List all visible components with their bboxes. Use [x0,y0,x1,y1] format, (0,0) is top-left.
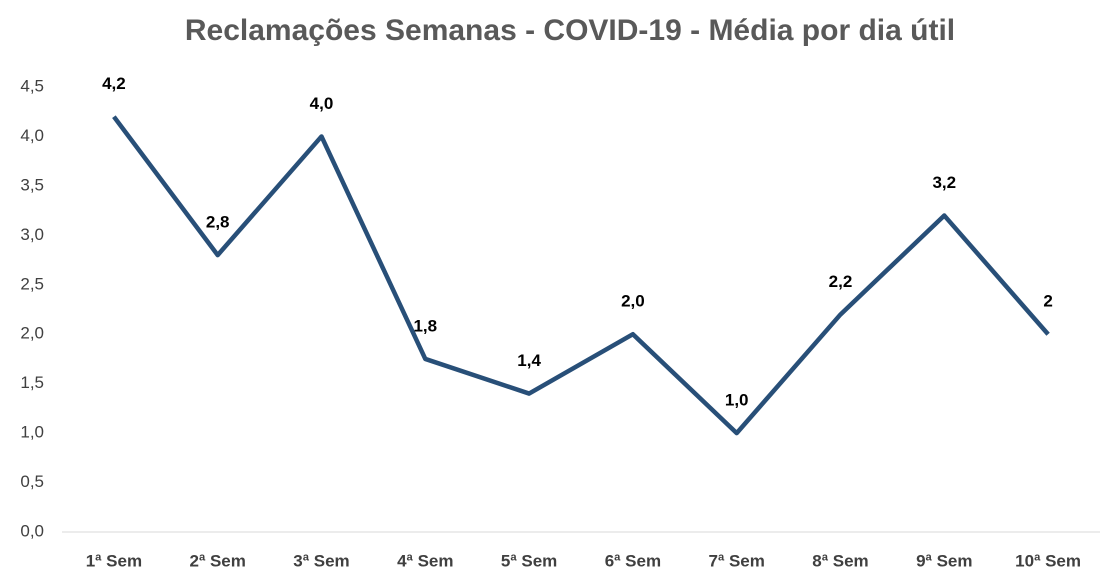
data-label: 2 [1043,292,1052,311]
x-tick-label: 8ª Sem [812,551,868,570]
y-tick-label: 2,0 [20,324,44,343]
data-label: 4,2 [102,74,126,93]
y-tick-label: 3,5 [20,175,44,194]
line [112,115,1050,436]
data-label: 1,4 [517,351,541,370]
y-tick-label: 1,0 [20,423,44,442]
y-tick-label: 4,5 [20,76,44,95]
x-tick-label: 6ª Sem [605,551,661,570]
x-tick-label: 10ª Sem [1015,551,1081,570]
data-label: 1,0 [725,391,749,410]
x-tick-label: 5ª Sem [501,551,557,570]
data-label: 2,0 [621,292,645,311]
data-label: 1,8 [413,316,437,335]
x-tick-label: 2ª Sem [190,551,246,570]
y-tick-label: 0,0 [20,521,44,540]
chart-title: Reclamações Semanas - COVID-19 - Média p… [185,14,955,47]
data-label: 2,2 [829,272,853,291]
x-tick-label: 4ª Sem [397,551,453,570]
y-tick-label: 0,5 [20,472,44,491]
x-tick-label: 9ª Sem [916,551,972,570]
x-tick-label: 7ª Sem [709,551,765,570]
y-tick-label: 4,0 [20,126,44,145]
y-tick-label: 2,5 [20,274,44,293]
data-label: 4,0 [310,94,334,113]
data-label: 3,2 [932,173,956,192]
data-label: 2,8 [206,213,230,232]
x-tick-label: 3ª Sem [293,551,349,570]
y-tick-label: 3,0 [20,225,44,244]
x-tick-label: 1ª Sem [86,551,142,570]
y-tick-label: 1,5 [20,373,44,392]
